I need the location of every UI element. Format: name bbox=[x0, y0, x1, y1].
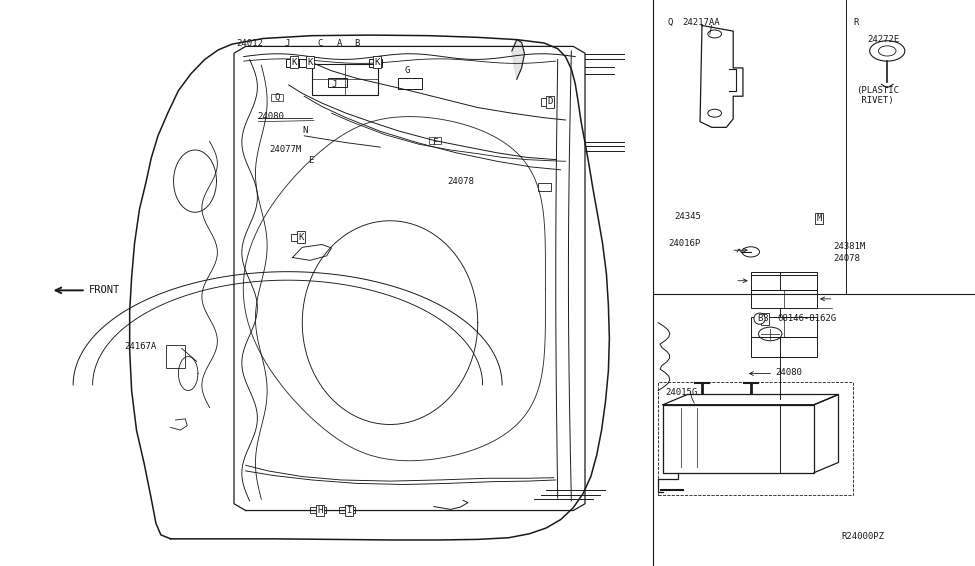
Text: 24167A: 24167A bbox=[125, 342, 157, 351]
Text: 24015G: 24015G bbox=[665, 388, 697, 397]
Text: 24217AA: 24217AA bbox=[682, 18, 721, 27]
Text: K: K bbox=[292, 58, 297, 67]
Bar bbox=[663, 405, 814, 473]
Bar bbox=[291, 234, 302, 241]
Text: Q: Q bbox=[275, 93, 281, 102]
Text: K: K bbox=[298, 233, 304, 242]
Bar bbox=[541, 98, 554, 106]
Bar bbox=[398, 78, 422, 89]
Text: G: G bbox=[405, 66, 410, 75]
Text: C: C bbox=[318, 39, 324, 48]
Text: J: J bbox=[285, 39, 291, 48]
Text: 24078: 24078 bbox=[834, 254, 861, 263]
Text: FRONT: FRONT bbox=[89, 285, 120, 295]
Text: H: H bbox=[317, 506, 323, 515]
Text: K: K bbox=[374, 58, 380, 67]
Bar bbox=[751, 337, 817, 357]
Bar bbox=[369, 59, 382, 67]
Text: M: M bbox=[816, 214, 822, 223]
Bar bbox=[328, 78, 347, 87]
Text: Q: Q bbox=[668, 18, 674, 27]
Bar bbox=[286, 59, 299, 67]
Text: B: B bbox=[762, 314, 768, 323]
Text: 24078: 24078 bbox=[448, 177, 475, 186]
Text: I: I bbox=[346, 506, 352, 515]
Bar bbox=[299, 59, 313, 67]
Text: R: R bbox=[853, 18, 859, 27]
Bar bbox=[310, 507, 326, 513]
Bar bbox=[166, 345, 185, 368]
Text: N: N bbox=[302, 126, 308, 135]
Text: 24381M: 24381M bbox=[834, 242, 866, 251]
Text: 24016P: 24016P bbox=[668, 239, 700, 248]
Text: 24272E: 24272E bbox=[868, 35, 900, 44]
Bar bbox=[751, 290, 817, 308]
Bar bbox=[538, 183, 551, 191]
Bar bbox=[751, 317, 817, 337]
Polygon shape bbox=[512, 40, 525, 79]
Text: 24345: 24345 bbox=[675, 212, 702, 221]
Bar bbox=[751, 272, 817, 290]
Text: R24000PZ: R24000PZ bbox=[841, 531, 884, 541]
Text: B: B bbox=[757, 314, 762, 323]
Text: 24080: 24080 bbox=[775, 368, 802, 377]
Text: B: B bbox=[354, 39, 360, 48]
Bar bbox=[339, 507, 355, 513]
Text: A: A bbox=[336, 39, 342, 48]
Bar bbox=[271, 94, 283, 101]
Text: E: E bbox=[308, 156, 314, 165]
Text: D: D bbox=[547, 97, 553, 106]
Bar bbox=[312, 64, 378, 95]
Text: F: F bbox=[433, 138, 439, 147]
Text: K: K bbox=[307, 58, 313, 67]
Text: RIVET): RIVET) bbox=[856, 96, 894, 105]
Text: 08146-8162G: 08146-8162G bbox=[777, 314, 837, 323]
Text: 24012: 24012 bbox=[236, 39, 263, 48]
Text: 24080: 24080 bbox=[257, 112, 285, 121]
Text: 24077M: 24077M bbox=[269, 145, 301, 154]
Bar bbox=[429, 137, 441, 144]
Bar bbox=[658, 382, 853, 495]
Text: (PLASTIC: (PLASTIC bbox=[856, 86, 899, 95]
Text: J: J bbox=[332, 80, 337, 89]
